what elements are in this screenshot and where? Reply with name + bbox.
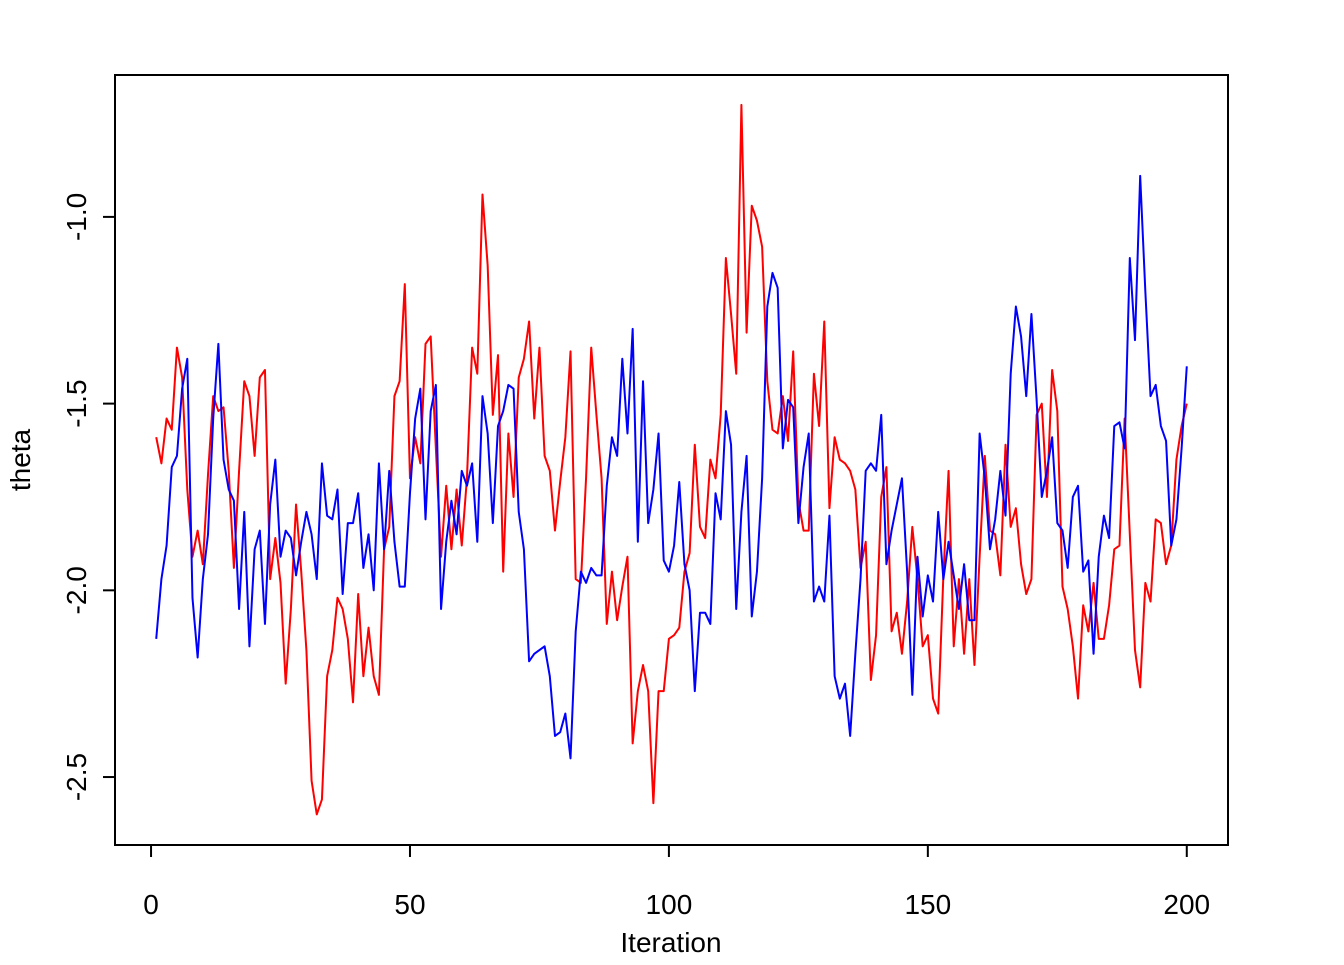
y-tick-label: -1.5 — [61, 379, 92, 427]
series-line — [155, 174, 1188, 760]
series-line — [155, 103, 1188, 816]
x-tick-label: 200 — [1163, 889, 1210, 920]
x-tick-label: 150 — [904, 889, 951, 920]
x-tick-label: 0 — [143, 889, 159, 920]
plot-frame — [114, 74, 1229, 846]
y-tick-label: -2.5 — [61, 753, 92, 801]
y-tick-label: -1.0 — [61, 193, 92, 241]
x-tick-label: 50 — [394, 889, 425, 920]
x-axis-label: Iteration — [620, 927, 721, 958]
x-tick-label: 100 — [646, 889, 693, 920]
y-tick-label: -2.0 — [61, 566, 92, 614]
y-axis-label: theta — [5, 428, 36, 491]
